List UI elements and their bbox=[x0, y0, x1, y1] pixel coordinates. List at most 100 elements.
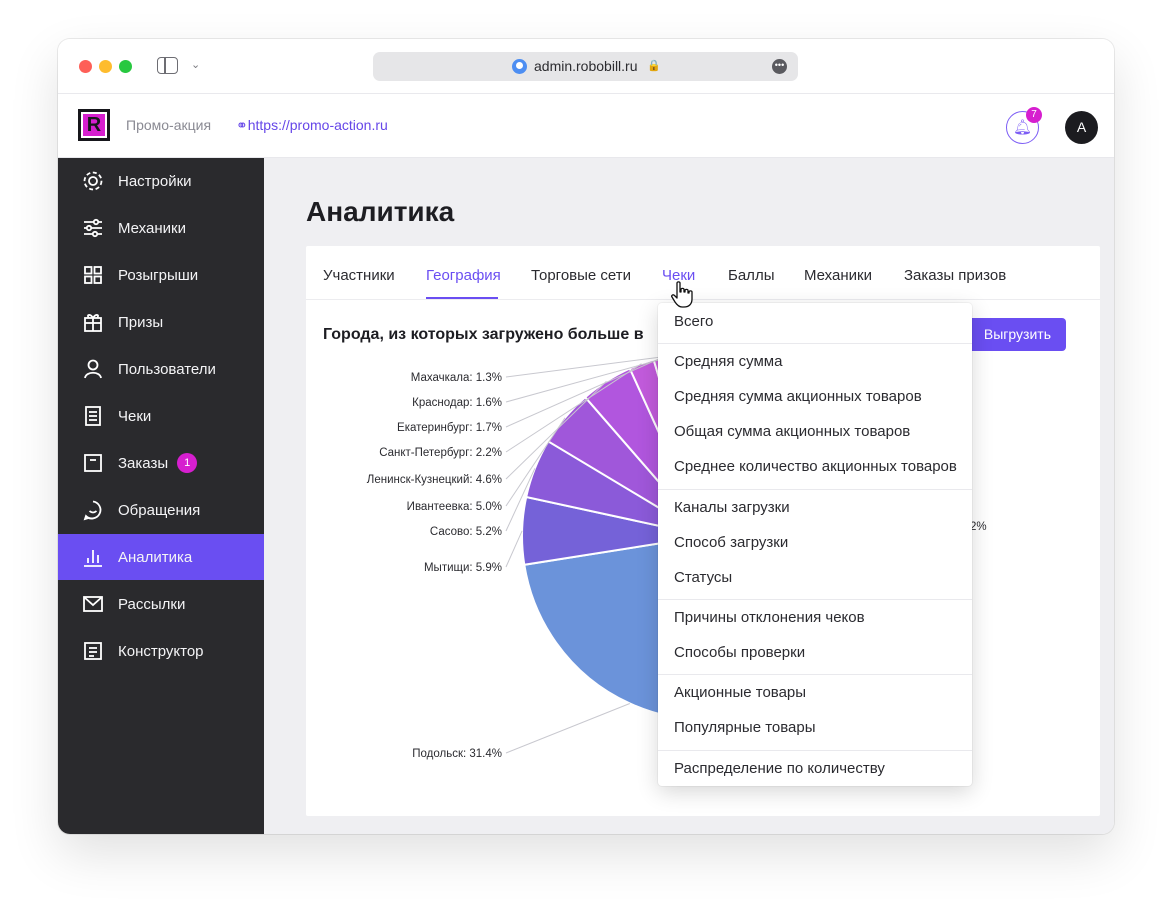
menu-item-check-methods[interactable]: Способы проверки bbox=[674, 644, 806, 661]
tab-mechanics[interactable]: Механики bbox=[804, 267, 872, 284]
sidebar-item-label: Чеки bbox=[118, 407, 152, 425]
more-options-icon[interactable]: ••• bbox=[772, 59, 787, 74]
maximize-window-button[interactable] bbox=[119, 60, 132, 73]
sidebar-item-label: Розыгрыши bbox=[118, 266, 199, 284]
pie-leader-line bbox=[505, 417, 566, 507]
user-icon bbox=[82, 358, 104, 380]
menu-item-upload-channels[interactable]: Каналы загрузки bbox=[674, 499, 790, 516]
tab-receipts[interactable]: Чеки bbox=[662, 267, 696, 284]
sidebar-toggle-icon[interactable] bbox=[157, 57, 178, 74]
sidebar-item-label: Настройки bbox=[118, 172, 192, 190]
sidebar-item-label: Аналитика bbox=[118, 548, 193, 566]
tab-points[interactable]: Баллы bbox=[728, 267, 775, 284]
bar-chart-icon bbox=[82, 546, 104, 568]
pie-leader-line bbox=[505, 363, 642, 453]
sidebar-item-requests[interactable]: Обращения bbox=[58, 487, 264, 533]
pie-label: Мытищи: 5.9% bbox=[424, 562, 502, 574]
address-bar[interactable]: admin.robobill.ru 🔒 ••• bbox=[373, 52, 798, 81]
order-icon bbox=[82, 452, 104, 474]
mail-icon bbox=[82, 593, 104, 615]
sidebar-item-orders[interactable]: Заказы 1 bbox=[58, 440, 264, 486]
tab-geography[interactable]: География bbox=[426, 267, 501, 284]
notifications-badge: 7 bbox=[1026, 107, 1042, 123]
minimize-window-button[interactable] bbox=[99, 60, 112, 73]
pie-label: Екатеринбург: 1.7% bbox=[397, 422, 502, 434]
menu-item-total-promo-sum[interactable]: Общая сумма акционных товаров bbox=[674, 423, 911, 440]
gear-icon bbox=[82, 170, 104, 192]
avatar[interactable]: A bbox=[1065, 111, 1098, 144]
menu-separator bbox=[658, 674, 972, 675]
sidebar-item-label: Обращения bbox=[118, 501, 201, 519]
site-favicon-icon bbox=[512, 59, 527, 74]
close-window-button[interactable] bbox=[79, 60, 92, 73]
link-icon: ⚭ bbox=[236, 117, 248, 133]
menu-separator bbox=[658, 489, 972, 490]
pie-label: Подольск: 31.4% bbox=[412, 748, 502, 760]
sidebar-item-constructor[interactable]: Конструктор bbox=[58, 628, 264, 674]
sidebar-item-analytics[interactable]: Аналитика bbox=[58, 534, 264, 580]
sliders-icon bbox=[82, 217, 104, 239]
menu-item-statuses[interactable]: Статусы bbox=[674, 569, 733, 586]
page-title: Аналитика bbox=[306, 196, 455, 227]
menu-item-rejection-reasons[interactable]: Причины отклонения чеков bbox=[674, 609, 865, 626]
sidebar-item-prizes[interactable]: Призы bbox=[58, 299, 264, 345]
bell-icon: 🔔︎ bbox=[1012, 118, 1033, 136]
menu-item-quantity-distribution[interactable]: Распределение по количеству bbox=[674, 760, 885, 777]
layout-icon bbox=[82, 640, 104, 662]
pie-leader-line bbox=[505, 530, 523, 568]
receipts-dropdown-menu: Всего Средняя сумма Средняя сумма акцион… bbox=[658, 303, 972, 786]
pie-label: Ивантеевка: 5.0% bbox=[407, 501, 502, 513]
menu-separator bbox=[658, 750, 972, 751]
promo-link[interactable]: ⚭https://promo-action.ru bbox=[236, 117, 388, 134]
sidebar-item-users[interactable]: Пользователи bbox=[58, 346, 264, 392]
pie-label: Сасово: 5.2% bbox=[430, 526, 502, 538]
lock-icon: 🔒 bbox=[647, 60, 661, 72]
gift-icon bbox=[82, 311, 104, 333]
menu-item-total[interactable]: Всего bbox=[674, 313, 714, 330]
logo-letter: R bbox=[83, 114, 105, 136]
pie-leader-line bbox=[505, 356, 664, 428]
sidebar-item-label: Механики bbox=[118, 219, 186, 237]
grid-icon bbox=[82, 264, 104, 286]
notifications-button[interactable]: 🔔︎ bbox=[1006, 111, 1039, 144]
export-button[interactable]: Выгрузить bbox=[966, 318, 1066, 351]
pie-label: Махачкала: 1.3% bbox=[411, 372, 502, 384]
pie-leader-line bbox=[505, 468, 536, 532]
browser-titlebar: ⌄ admin.robobill.ru 🔒 ••• bbox=[58, 39, 1114, 94]
menu-item-average-sum[interactable]: Средняя сумма bbox=[674, 353, 783, 370]
hand-cursor-icon bbox=[671, 281, 693, 308]
sidebar: Настройки Механики Розыгрыши Призы Польз… bbox=[58, 158, 264, 834]
active-tab-indicator bbox=[426, 297, 498, 299]
sidebar-item-mailings[interactable]: Рассылки bbox=[58, 581, 264, 627]
sidebar-item-receipts[interactable]: Чеки bbox=[58, 393, 264, 439]
sidebar-item-draws[interactable]: Розыгрыши bbox=[58, 252, 264, 298]
sidebar-item-mechanics[interactable]: Механики bbox=[58, 205, 264, 251]
sidebar-item-label: Заказы bbox=[118, 454, 169, 472]
pie-label: Ленинск-Кузнецкий: 4.6% bbox=[367, 474, 502, 486]
promo-name: Промо-акция bbox=[126, 117, 212, 133]
sidebar-item-label: Рассылки bbox=[118, 595, 186, 613]
sidebar-item-label: Призы bbox=[118, 313, 164, 331]
chat-icon bbox=[82, 499, 104, 521]
sidebar-item-label: Конструктор bbox=[118, 642, 204, 660]
menu-separator bbox=[658, 343, 972, 344]
pie-leader-line bbox=[505, 703, 630, 754]
tab-bar: Участники География Торговые сети Чеки Б… bbox=[306, 246, 1100, 300]
pie-label: Санкт-Петербург: 2.2% bbox=[379, 447, 502, 459]
tab-prize-orders[interactable]: Заказы призов bbox=[904, 267, 1007, 284]
chart-title: Города, из которых загружено больше в bbox=[323, 326, 644, 343]
menu-item-promo-products[interactable]: Акционные товары bbox=[674, 684, 807, 701]
menu-item-upload-method[interactable]: Способ загрузки bbox=[674, 534, 789, 551]
tab-participants[interactable]: Участники bbox=[323, 267, 395, 284]
pie-label: Краснодар: 1.6% bbox=[412, 397, 502, 409]
sidebar-item-settings[interactable]: Настройки bbox=[58, 158, 264, 204]
app-header: R Промо-акция ⚭https://promo-action.ru 🔔… bbox=[58, 94, 1114, 158]
tab-retail-chains[interactable]: Торговые сети bbox=[531, 267, 632, 284]
menu-item-average-promo-sum[interactable]: Средняя сумма акционных товаров bbox=[674, 388, 922, 405]
promo-link-text: https://promo-action.ru bbox=[247, 117, 388, 133]
menu-item-average-promo-count[interactable]: Среднее количество акционных товаров bbox=[674, 458, 957, 475]
chevron-down-icon[interactable]: ⌄ bbox=[191, 58, 201, 71]
app-logo[interactable]: R bbox=[78, 109, 110, 141]
menu-separator bbox=[658, 599, 972, 600]
menu-item-popular-products[interactable]: Популярные товары bbox=[674, 719, 816, 736]
